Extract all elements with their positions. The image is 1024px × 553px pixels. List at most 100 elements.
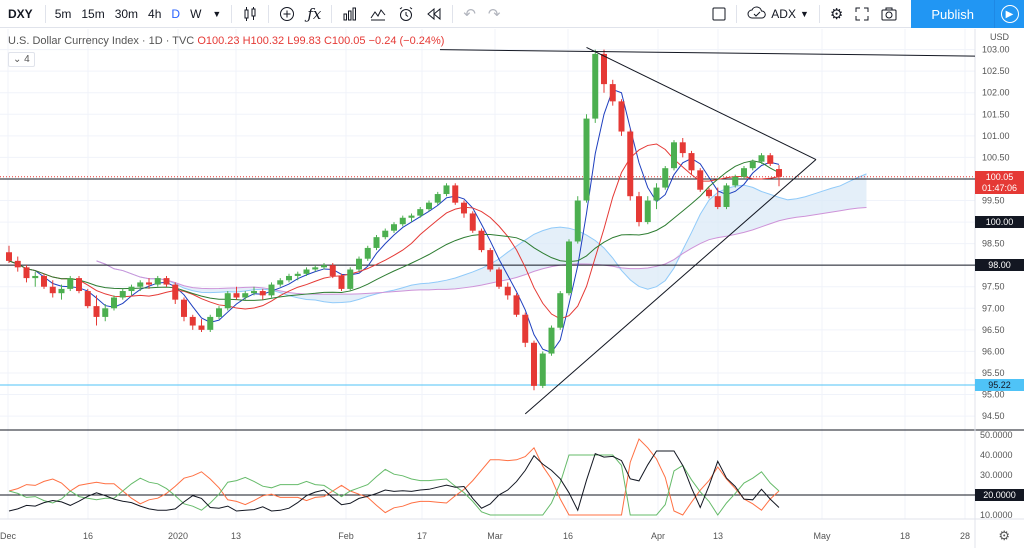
candle — [155, 278, 161, 284]
publish-button[interactable]: Publish — [911, 0, 994, 28]
price-axis-badge: 100.00 — [975, 216, 1024, 228]
settings-gear-icon[interactable]: ⚙ — [824, 0, 849, 28]
timeframe-w[interactable]: W — [185, 0, 206, 28]
legend-open: O100.23 — [197, 35, 239, 47]
price-tick-label: 101.50 — [982, 109, 1010, 119]
candle — [426, 203, 432, 209]
candle — [242, 293, 248, 297]
candle — [557, 293, 563, 327]
candle — [120, 291, 126, 297]
adx-series-line — [9, 455, 779, 515]
time-tick-label: 16 — [563, 531, 573, 541]
candle — [234, 293, 240, 297]
symbol-description: U.S. Dollar Currency Index · 1D · TVC — [8, 35, 194, 47]
timeframe-d[interactable]: D — [166, 0, 185, 28]
timeframe-dropdown-icon[interactable]: ▼ — [206, 0, 227, 28]
candle — [102, 308, 108, 317]
candle — [671, 142, 677, 168]
adx-tick-label: 40.0000 — [980, 450, 1013, 460]
layout-square-icon[interactable] — [706, 0, 732, 28]
chart-canvas[interactable]: 103.00102.50102.00101.50101.00100.50100.… — [0, 29, 1024, 548]
price-tick-label: 99.50 — [982, 196, 1005, 206]
candle — [627, 132, 633, 197]
candle — [269, 285, 275, 296]
indicator-label: ADX — [771, 7, 796, 21]
candle — [776, 169, 782, 177]
candle — [759, 155, 765, 161]
chevron-down-icon: ▼ — [800, 9, 809, 19]
redo-icon[interactable]: ↷ — [482, 0, 507, 28]
toolbar-divider — [819, 5, 820, 23]
timeframe-30m[interactable]: 30m — [110, 0, 143, 28]
candles-style-icon[interactable] — [236, 0, 264, 28]
timeframe-4h[interactable]: 4h — [143, 0, 166, 28]
alert-clock-icon[interactable] — [392, 0, 420, 28]
indicators-fx-icon[interactable]: ƒx — [301, 0, 327, 28]
price-tick-label: 98.50 — [982, 239, 1005, 249]
timeframe-5m[interactable]: 5m — [50, 0, 77, 28]
candle — [190, 317, 196, 326]
symbol-search[interactable]: DXY — [0, 0, 41, 28]
time-tick-label: 17 — [417, 531, 427, 541]
candle — [654, 188, 660, 201]
legend-close: C100.05 — [324, 35, 366, 47]
candle — [724, 185, 730, 207]
camera-icon[interactable] — [875, 0, 903, 28]
scale-settings-gear-icon[interactable]: ⚙ — [998, 528, 1010, 544]
candle — [76, 278, 82, 291]
toolbar-divider — [452, 5, 453, 23]
candle — [689, 153, 695, 170]
candle — [6, 252, 12, 261]
candle — [750, 162, 756, 168]
price-tick-label: 102.50 — [982, 66, 1010, 76]
candle — [129, 287, 135, 291]
candle — [94, 306, 100, 317]
financials-bars-icon[interactable] — [336, 0, 364, 28]
top-toolbar: DXY 5m 15m 30m 4h D W ▼ ƒx ↶ ↷ ADX — [0, 0, 1024, 28]
compare-plus-icon[interactable] — [273, 0, 301, 28]
candle — [172, 285, 178, 300]
play-icon: ▶ — [1001, 5, 1019, 23]
toolbar-divider — [45, 5, 46, 23]
candle — [312, 267, 318, 269]
candle — [260, 291, 266, 295]
toolbar-divider — [231, 5, 232, 23]
candle — [514, 295, 520, 314]
replay-icon[interactable] — [420, 0, 448, 28]
candle — [540, 354, 546, 386]
candle — [417, 209, 423, 215]
candle — [304, 269, 310, 273]
saved-layout-button[interactable]: ADX ▼ — [741, 0, 815, 28]
candle — [391, 224, 397, 230]
candle — [85, 291, 91, 306]
toolbar-divider — [736, 5, 737, 23]
cloud-check-icon — [747, 6, 767, 23]
timeframe-15m[interactable]: 15m — [76, 0, 109, 28]
candle — [374, 237, 380, 248]
candle — [662, 168, 668, 187]
candle — [706, 190, 712, 196]
adx-tick-label: 50.0000 — [980, 430, 1013, 440]
templates-icon[interactable] — [364, 0, 392, 28]
candle — [32, 276, 38, 278]
undo-icon[interactable]: ↶ — [457, 0, 482, 28]
chart-area[interactable]: 103.00102.50102.00101.50101.00100.50100.… — [0, 29, 1024, 548]
candle — [295, 274, 301, 276]
adx-tick-label: 30.0000 — [980, 470, 1013, 480]
candle — [286, 276, 292, 280]
chart-legend: U.S. Dollar Currency Index · 1D · TVC O1… — [8, 35, 444, 47]
candle — [24, 267, 30, 278]
candle — [452, 185, 458, 202]
price-axis-badge: 100.05 — [975, 171, 1024, 183]
price-axis-badge: 98.00 — [975, 259, 1024, 271]
candle — [330, 265, 336, 276]
moving-average-line — [9, 90, 779, 353]
candle — [522, 315, 528, 343]
candle — [356, 259, 362, 270]
time-tick-label: May — [813, 531, 831, 541]
play-video-button[interactable]: ▶ — [994, 0, 1024, 28]
fullscreen-icon[interactable] — [849, 0, 875, 28]
price-tick-label: 103.00 — [982, 45, 1010, 55]
indicators-collapse-button[interactable]: ⌄ 4 — [8, 52, 35, 67]
chevron-down-icon: ⌄ — [13, 54, 21, 65]
